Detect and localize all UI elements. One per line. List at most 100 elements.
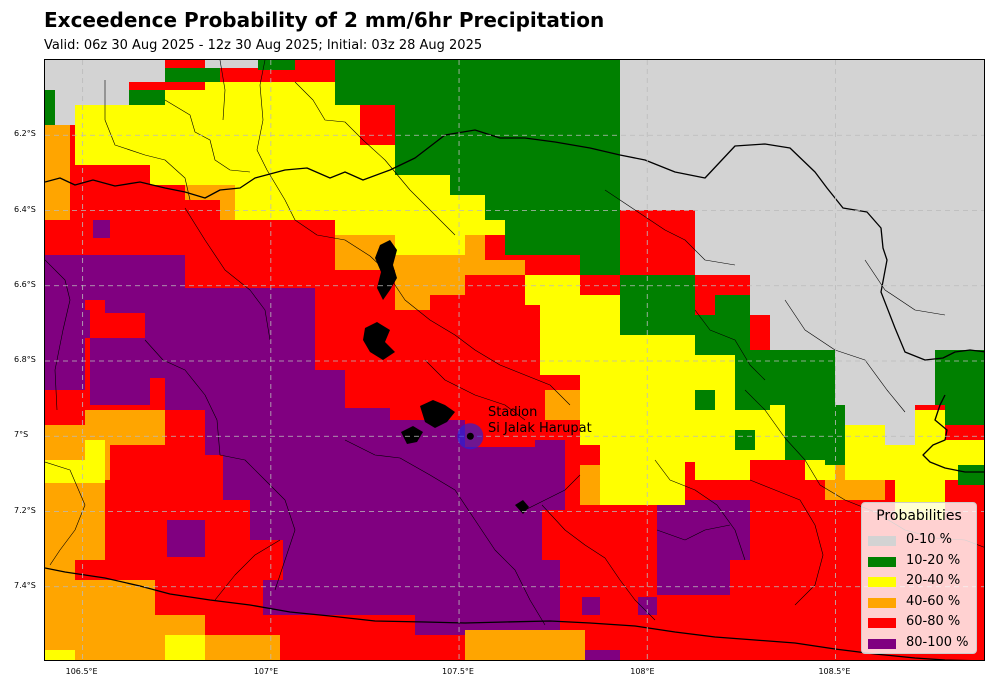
admin-boundary (744, 389, 821, 486)
admin-boundary (219, 60, 226, 121)
prob-region-80-100 (93, 220, 110, 238)
station-marker-dot[interactable] (466, 432, 474, 440)
reservoir-shape (375, 240, 397, 300)
prob-region-80-100 (167, 520, 205, 557)
legend-label: 10-20 % (906, 552, 961, 568)
prob-region-10-20 (958, 465, 984, 485)
legend-swatch (868, 639, 896, 649)
prob-region-10-20 (770, 350, 835, 405)
prob-region-80-100 (582, 597, 600, 615)
reservoir-shape (515, 500, 529, 514)
legend-swatch (868, 618, 896, 629)
prob-region-0-10 (620, 60, 984, 405)
prob-region-20-40 (45, 440, 105, 483)
lon-tick-label: 107.5°E (442, 667, 474, 676)
admin-boundary (274, 499, 296, 591)
admin-boundary (256, 60, 386, 271)
prob-region-20-40 (845, 410, 984, 520)
admin-boundary (104, 80, 191, 201)
lat-tick-label: 6.2°S (14, 129, 36, 139)
prob-region-0-10 (835, 350, 915, 445)
prob-region-10-20 (258, 60, 295, 70)
admin-boundary (541, 504, 656, 621)
prob-region-20-40 (525, 275, 835, 483)
prob-region-80-100 (45, 310, 187, 405)
prob-region-20-40 (45, 650, 75, 660)
prob-region-10-20 (620, 275, 750, 355)
prob-region-10-20 (165, 68, 220, 82)
prob-region-40-60 (45, 125, 70, 220)
lat-tick-label: 7.4°S (14, 580, 36, 590)
admin-boundary (144, 339, 286, 501)
admin-boundary (524, 474, 581, 511)
legend-swatch (868, 536, 896, 546)
prob-region-0-10 (205, 60, 258, 68)
lon-tick-label: 106.5°E (65, 667, 98, 676)
reservoir-shape (363, 322, 395, 360)
lat-tick-label: 7°S (14, 430, 29, 440)
prob-region-10-20 (695, 390, 715, 410)
legend-title: Probabilities (876, 508, 962, 524)
legend-item: 10-20 % (868, 552, 976, 570)
map-panel (44, 59, 985, 661)
admin-boundary (454, 489, 546, 626)
probability-map (45, 60, 984, 660)
admin-boundary (384, 269, 571, 406)
legend-label: 60-80 % (906, 614, 961, 630)
lon-tick-label: 107°E (253, 667, 279, 676)
admin-boundary (424, 359, 526, 421)
prob-region-10-20 (825, 445, 845, 465)
map-title: Exceedence Probability of 2 mm/6hr Preci… (44, 8, 605, 32)
legend-item: 0-10 % (868, 532, 976, 549)
admin-boundary (45, 259, 71, 411)
admin-boundary (749, 479, 824, 606)
lat-tick-label: 7.2°S (14, 505, 36, 515)
prob-region-40-60 (465, 630, 585, 660)
prob-region-20-40 (165, 635, 205, 660)
lon-tick-label: 108.5°E (818, 667, 851, 676)
prob-region-10-20 (335, 60, 620, 275)
legend-item: 40-60 % (868, 593, 976, 611)
map-subtitle: Valid: 06z 30 Aug 2025 - 12z 30 Aug 2025… (44, 38, 483, 53)
legend-label: 40-60 % (906, 593, 961, 609)
station-label: Stadion Si Jalak Harupat (488, 405, 592, 437)
lat-tick-label: 6.8°S (14, 355, 36, 364)
station-label-line1: Stadion (488, 405, 538, 420)
legend-item: 80-100 % (868, 635, 976, 652)
legend-item: 60-80 % (868, 614, 976, 631)
admin-boundary (864, 259, 946, 316)
prob-region-80-100 (657, 500, 750, 595)
lat-tick-label: 6.4°S (14, 204, 36, 214)
reservoir-shape (401, 426, 423, 444)
prob-region-10-20 (129, 90, 165, 105)
prob-region-10-20 (45, 90, 55, 125)
admin-boundary (656, 524, 731, 541)
prob-region-10-20 (735, 430, 755, 450)
legend-item: 20-40 % (868, 573, 976, 590)
admin-boundary (604, 189, 736, 266)
admin-boundary (45, 461, 86, 566)
legend: Probabilities 0-10 % 10-20 % 20-40 % 40-60 … (861, 502, 977, 654)
prob-region-20-40 (600, 450, 685, 505)
prob-region-40-60 (45, 520, 280, 660)
coastline (922, 394, 984, 473)
prob-region-10-20 (935, 350, 984, 425)
coastline (45, 129, 984, 361)
admin-boundary (344, 439, 456, 491)
admin-boundary (654, 459, 746, 561)
admin-boundary (164, 99, 251, 173)
admin-boundary (214, 539, 281, 601)
prob-region-20-40 (75, 82, 575, 255)
prob-region-80-100 (582, 650, 620, 660)
legend-swatch (868, 556, 896, 567)
legend-label: 0-10 % (906, 532, 952, 547)
prob-region-80-100 (638, 597, 657, 615)
legend-label: 20-40 % (906, 573, 961, 589)
prob-region-40-60 (545, 390, 585, 420)
prob-region-80-100 (45, 255, 565, 635)
legend-label: 80-100 % (906, 635, 969, 650)
prob-region-10-20 (735, 350, 770, 410)
reservoir-shape (420, 400, 455, 428)
legend-swatch (868, 577, 896, 588)
admin-boundary (294, 81, 456, 236)
